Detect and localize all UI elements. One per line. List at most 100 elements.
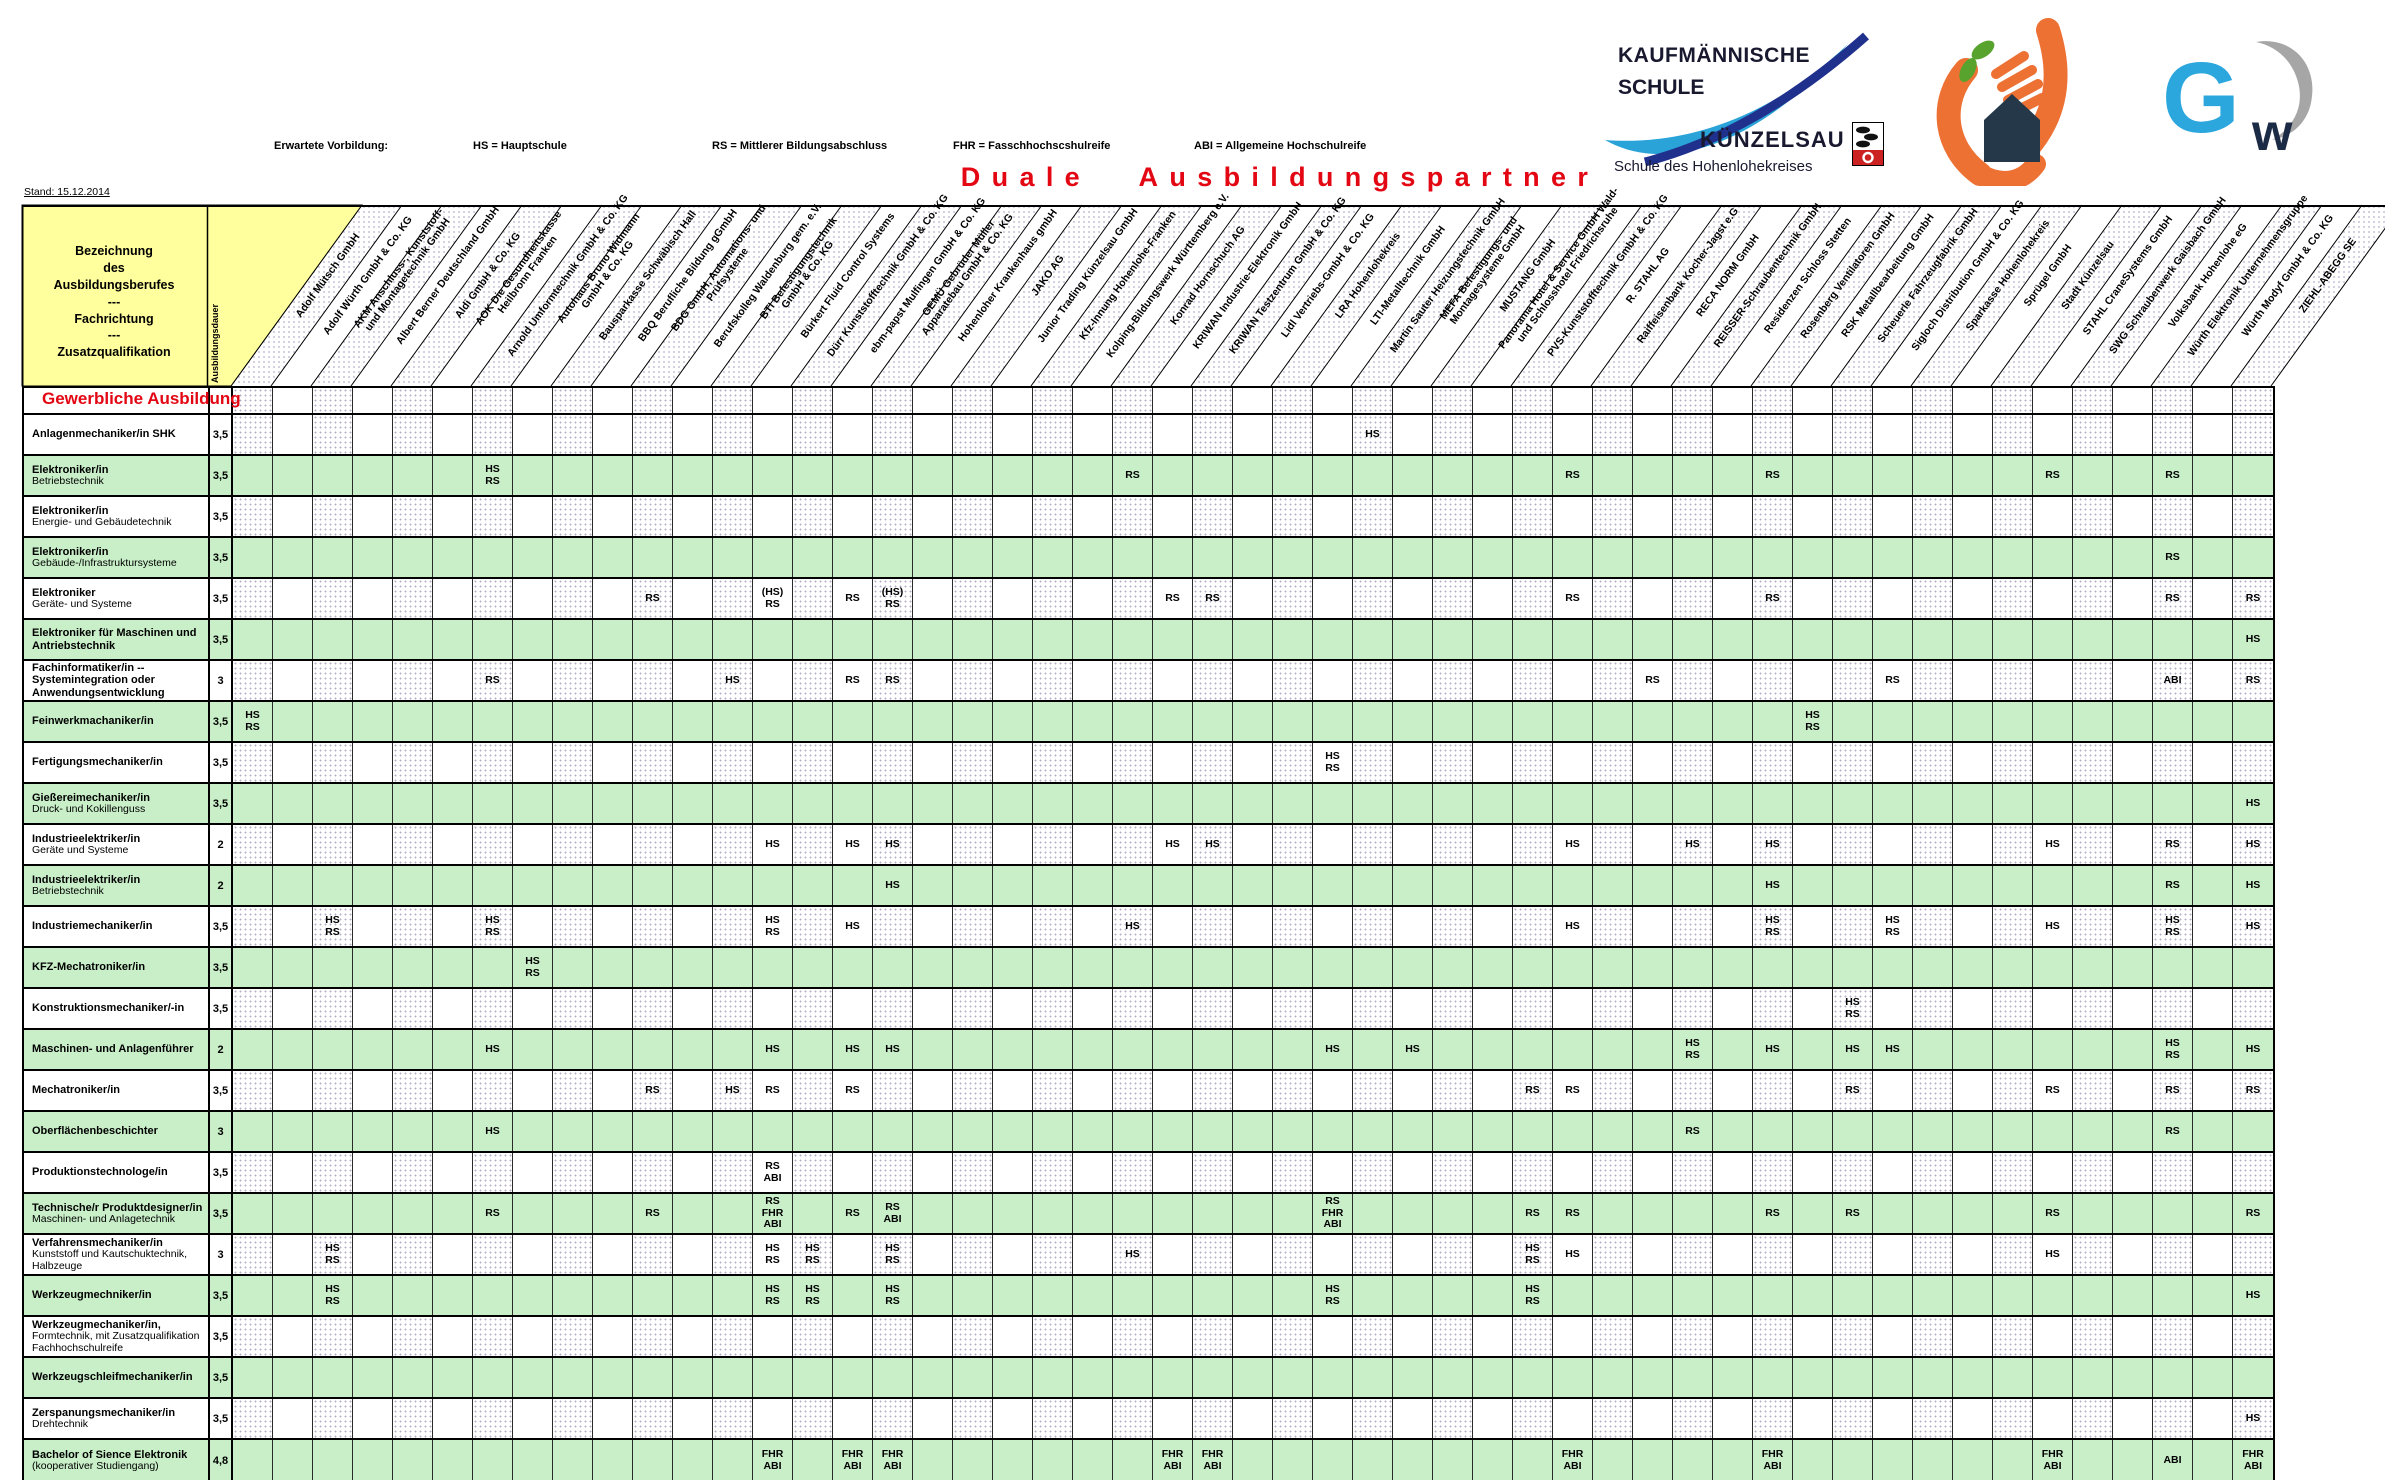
qualification-cell: HS bbox=[1833, 1030, 1873, 1069]
qualification-cell bbox=[1513, 1399, 1553, 1438]
qualification-cell bbox=[1153, 702, 1193, 741]
qualification-cell bbox=[2153, 497, 2193, 536]
qualification-cell bbox=[1193, 538, 1233, 577]
qualification-cell bbox=[2233, 538, 2273, 577]
qualification-cell bbox=[393, 1440, 433, 1480]
qualification-cell bbox=[353, 1440, 393, 1480]
qualification-cell bbox=[1633, 1030, 1673, 1069]
qualification-cell bbox=[1513, 1153, 1553, 1192]
qualification-cell bbox=[1873, 784, 1913, 823]
qualification-cell bbox=[913, 661, 953, 700]
training-occupation-label: Elektroniker/in Gebäude-/Infrastruktursys… bbox=[24, 538, 210, 577]
qualification-cell bbox=[393, 907, 433, 946]
qualification-cell: HS RS bbox=[233, 702, 273, 741]
qualification-cell bbox=[2033, 1358, 2073, 1397]
qualification-cell bbox=[1953, 948, 1993, 987]
training-occupation-label: Industrieelektriker/in Betriebstechnik bbox=[24, 866, 210, 905]
qualification-cell bbox=[1433, 1071, 1473, 1110]
duration-cell: 3,5 bbox=[210, 743, 233, 782]
qualification-cell bbox=[673, 415, 713, 454]
qualification-cell bbox=[2153, 743, 2193, 782]
qualification-cell bbox=[1713, 948, 1753, 987]
section-data-cell bbox=[1633, 388, 1673, 413]
occupation-title: Oberflächenbeschichter bbox=[32, 1125, 158, 1138]
qualification-cell bbox=[353, 456, 393, 495]
qualification-cell bbox=[1713, 538, 1753, 577]
qualification-cell bbox=[1033, 1440, 1073, 1480]
legend-item-rs: RS = Mittlerer Bildungsabschluss bbox=[712, 140, 888, 152]
qualification-cell bbox=[1313, 825, 1353, 864]
qualification-cell bbox=[1633, 1276, 1673, 1315]
qualification-cell bbox=[393, 743, 433, 782]
qualification-cell bbox=[833, 866, 873, 905]
qualification-cell bbox=[1673, 1399, 1713, 1438]
qualification-cell bbox=[513, 1071, 553, 1110]
qualification-cell bbox=[1833, 1235, 1873, 1274]
qualification-cell bbox=[1273, 415, 1313, 454]
qualification-cell bbox=[1073, 1071, 1113, 1110]
qualification-cell bbox=[993, 907, 1033, 946]
qualification-cell bbox=[353, 866, 393, 905]
qualification-cell bbox=[2233, 497, 2273, 536]
qualification-cell bbox=[1593, 702, 1633, 741]
qualification-cell bbox=[1873, 1112, 1913, 1151]
qualification-cell bbox=[313, 948, 353, 987]
qualification-cell bbox=[553, 948, 593, 987]
qualification-cell bbox=[793, 702, 833, 741]
qualification-cell bbox=[313, 1317, 353, 1356]
qualification-cell bbox=[1073, 1194, 1113, 1233]
qualification-cell bbox=[1953, 620, 1993, 659]
occupation-title: Industrieelektriker/in bbox=[32, 832, 141, 845]
qualification-cell bbox=[633, 784, 673, 823]
qualification-cell: HS bbox=[713, 661, 753, 700]
qualification-cell bbox=[1713, 1153, 1753, 1192]
qualification-cell bbox=[913, 456, 953, 495]
qualification-cell bbox=[1393, 1399, 1433, 1438]
qualification-cell bbox=[1993, 620, 2033, 659]
qualification-cell bbox=[673, 784, 713, 823]
qualification-cell bbox=[1113, 989, 1153, 1028]
duration-cell: 3,5 bbox=[210, 456, 233, 495]
qualification-cell bbox=[2073, 1153, 2113, 1192]
qualification-cell: HS RS bbox=[1313, 743, 1353, 782]
qualification-cell bbox=[793, 1399, 833, 1438]
qualification-cell bbox=[1033, 948, 1073, 987]
qualification-cell bbox=[393, 866, 433, 905]
qualification-cell bbox=[1793, 1235, 1833, 1274]
qualification-cell bbox=[1033, 456, 1073, 495]
qualification-cell bbox=[2193, 825, 2233, 864]
qualification-cell bbox=[1433, 661, 1473, 700]
qualification-cell bbox=[673, 866, 713, 905]
qualification-cell bbox=[273, 1317, 313, 1356]
qualification-cell bbox=[2073, 1235, 2113, 1274]
qualification-cell bbox=[1233, 1071, 1273, 1110]
qualification-cell bbox=[1793, 825, 1833, 864]
qualification-cell bbox=[1433, 1112, 1473, 1151]
qualification-cell bbox=[593, 1358, 633, 1397]
qualification-cell bbox=[553, 1112, 593, 1151]
qualification-cell bbox=[713, 702, 753, 741]
qualification-cell bbox=[1713, 1030, 1753, 1069]
qualification-cell bbox=[233, 743, 273, 782]
qualification-cell bbox=[1673, 1153, 1713, 1192]
qualification-cell bbox=[793, 866, 833, 905]
qualification-cell bbox=[1913, 661, 1953, 700]
qualification-cell bbox=[1793, 538, 1833, 577]
qualification-cell bbox=[1033, 620, 1073, 659]
qualification-cell bbox=[1873, 866, 1913, 905]
qualification-cell bbox=[1593, 743, 1633, 782]
qualification-cell bbox=[1593, 948, 1633, 987]
qualification-cell bbox=[1553, 784, 1593, 823]
qualification-cell bbox=[873, 907, 913, 946]
qualification-cell bbox=[2113, 948, 2153, 987]
qualification-cell bbox=[1073, 620, 1113, 659]
qualification-cell bbox=[473, 1317, 513, 1356]
qualification-cell bbox=[2233, 948, 2273, 987]
qualification-cell bbox=[593, 1276, 633, 1315]
qualification-cell bbox=[1553, 866, 1593, 905]
qualification-cell bbox=[1073, 1440, 1113, 1480]
duration-cell: 3,5 bbox=[210, 620, 233, 659]
qualification-cell bbox=[433, 1358, 473, 1397]
qualification-cell bbox=[1193, 989, 1233, 1028]
qualification-cell: HS RS bbox=[313, 1235, 353, 1274]
